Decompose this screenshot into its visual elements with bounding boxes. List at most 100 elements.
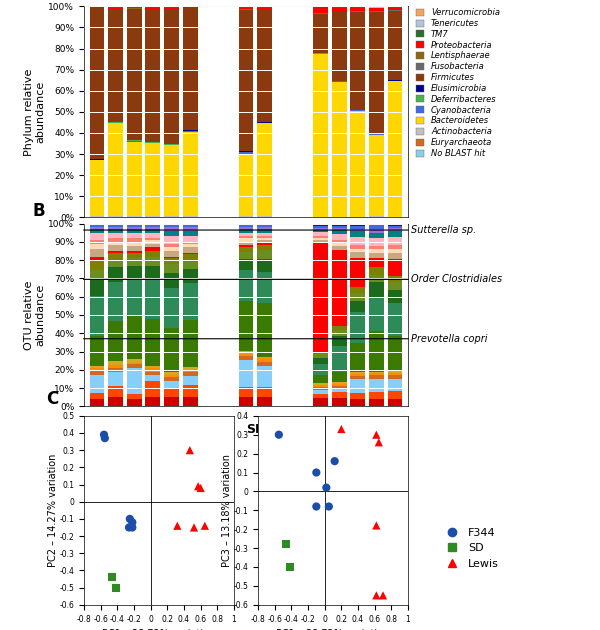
Bar	[350, 111, 365, 217]
Bar	[239, 247, 253, 252]
Bar	[332, 7, 347, 8]
Bar	[164, 9, 179, 144]
Bar	[369, 8, 384, 11]
Bar	[145, 251, 160, 256]
Point	[311, 501, 321, 512]
Bar	[127, 226, 142, 227]
Bar	[313, 232, 328, 236]
Bar	[89, 367, 104, 371]
Bar	[369, 135, 384, 216]
Point	[311, 467, 321, 478]
Bar	[313, 228, 328, 230]
Bar	[369, 374, 384, 375]
Bar	[239, 356, 253, 360]
Bar	[145, 368, 160, 372]
Bar	[164, 381, 179, 388]
Bar	[313, 387, 328, 389]
Bar	[313, 7, 328, 13]
Bar	[127, 232, 142, 238]
Bar	[239, 7, 253, 8]
Bar	[164, 398, 179, 406]
Bar	[145, 232, 160, 238]
Bar	[388, 227, 403, 231]
Bar	[388, 11, 403, 80]
Bar	[145, 266, 160, 280]
Bar	[350, 245, 365, 249]
Bar	[108, 229, 123, 232]
Bar	[127, 229, 142, 232]
Bar	[388, 374, 403, 375]
Bar	[350, 249, 365, 253]
Bar	[182, 255, 197, 261]
Point	[371, 520, 381, 530]
Bar	[388, 249, 403, 253]
Bar	[313, 386, 328, 387]
Bar	[257, 245, 272, 250]
Bar	[127, 253, 142, 258]
Bar	[257, 8, 272, 9]
Bar	[388, 226, 403, 227]
Bar	[127, 6, 142, 7]
Bar	[145, 143, 160, 216]
Bar	[332, 392, 347, 398]
Bar	[239, 8, 253, 9]
Bar	[127, 394, 142, 399]
Bar	[164, 258, 179, 264]
Bar	[145, 375, 160, 381]
Bar	[182, 244, 197, 247]
Bar	[127, 359, 142, 362]
Bar	[313, 394, 328, 398]
Bar	[388, 290, 403, 303]
Point	[330, 456, 340, 466]
Bar	[108, 8, 123, 9]
Bar	[257, 398, 272, 406]
Bar	[145, 366, 160, 368]
Text: Lewis: Lewis	[338, 423, 377, 436]
Bar	[313, 226, 328, 228]
Bar	[332, 388, 347, 392]
Bar	[239, 10, 253, 151]
Bar	[239, 260, 253, 270]
Bar	[145, 319, 160, 366]
Bar	[369, 224, 384, 226]
Bar	[369, 375, 384, 379]
Bar	[369, 297, 384, 331]
Bar	[332, 386, 347, 388]
Bar	[127, 238, 142, 242]
Bar	[369, 246, 384, 249]
Bar	[332, 346, 347, 372]
Bar	[332, 234, 347, 239]
Y-axis label: OTU relative
abundance: OTU relative abundance	[24, 280, 46, 350]
Bar	[332, 249, 347, 326]
Bar	[127, 278, 142, 315]
Y-axis label: Phylum relative
abundance: Phylum relative abundance	[24, 68, 46, 156]
Point	[200, 521, 209, 531]
Bar	[182, 319, 197, 367]
Bar	[89, 279, 104, 295]
Bar	[350, 293, 365, 301]
Bar	[332, 242, 347, 246]
Bar	[313, 389, 328, 394]
Bar	[369, 226, 384, 229]
Bar	[239, 360, 253, 387]
Bar	[257, 229, 272, 232]
Bar	[313, 14, 328, 53]
Bar	[369, 275, 384, 282]
Bar	[369, 253, 384, 258]
Bar	[388, 379, 403, 391]
Bar	[239, 229, 253, 232]
Bar	[164, 273, 179, 287]
Bar	[145, 229, 160, 232]
Bar	[313, 241, 328, 243]
Bar	[182, 8, 197, 130]
Bar	[350, 224, 365, 226]
Bar	[127, 364, 142, 368]
Bar	[164, 372, 179, 375]
Bar	[313, 236, 328, 238]
Bar	[313, 54, 328, 217]
Bar	[145, 372, 160, 375]
Bar	[145, 8, 160, 9]
Point	[378, 590, 388, 600]
Point	[189, 522, 199, 532]
Bar	[89, 244, 104, 249]
